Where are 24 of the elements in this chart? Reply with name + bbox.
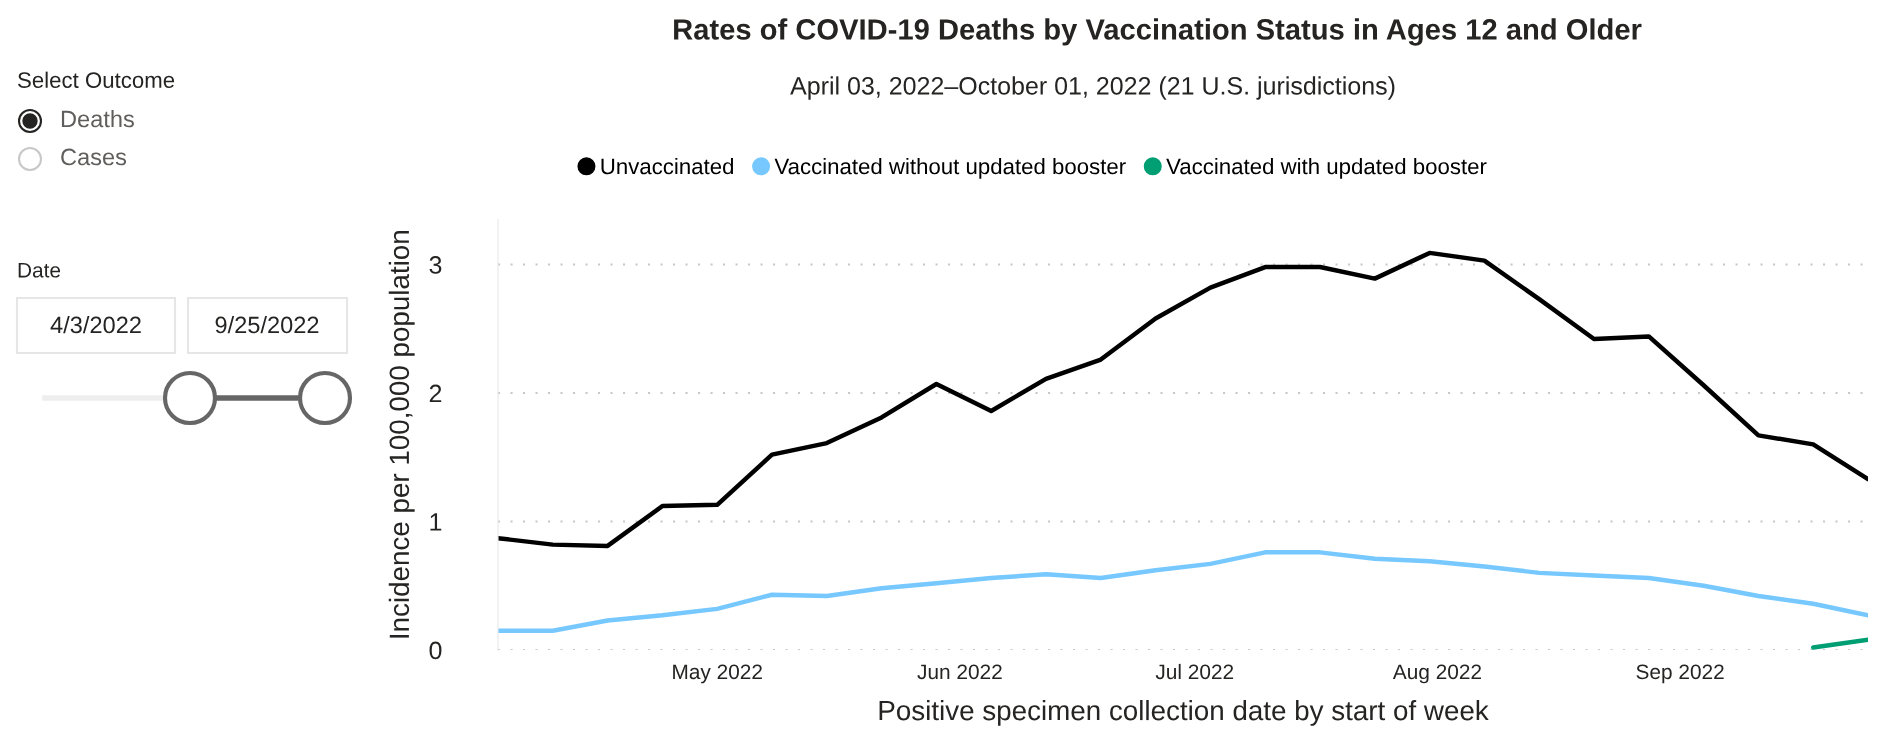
y-tick-label: 1 — [430, 513, 442, 531]
text: 4/3/2022 — [50, 315, 141, 334]
y-axis-title: Incidence per 100,000 population — [388, 231, 415, 638]
legend-label: Vaccinated with updated booster — [1166, 158, 1487, 179]
text: Select Outcome — [18, 71, 175, 88]
chart-title: Rates of COVID-19 Deaths by Vaccination Status in Ages 12 and Older — [674, 18, 1642, 46]
y-tick-label: 0 — [429, 641, 442, 660]
text: Deaths — [61, 110, 134, 128]
y-tick-label: 2 — [429, 384, 442, 403]
text: Cases — [61, 148, 127, 166]
chart-subtitle: April 03, 2022–October 01, 2022 (21 U.S. jurisdictions) — [790, 76, 1395, 100]
line-series — [498, 550, 1868, 633]
x-tick-label: Jun 2022 — [917, 664, 1002, 680]
text: 9/25/2022 — [215, 315, 319, 334]
text: Date — [18, 263, 61, 278]
x-tick-label: Aug 2022 — [1392, 664, 1481, 684]
legend-label: Unvaccinated — [601, 158, 734, 175]
legend-label: Vaccinated without updated booster — [774, 158, 1126, 179]
x-axis-title: Positive specimen collection date by start of week — [879, 699, 1489, 726]
x-tick-label: May 2022 — [673, 664, 762, 684]
x-tick-label: Jul 2022 — [1155, 663, 1234, 680]
x-tick-label: Sep 2022 — [1636, 664, 1724, 684]
y-tick-label: 3 — [429, 256, 442, 274]
line-series — [498, 250, 1868, 549]
